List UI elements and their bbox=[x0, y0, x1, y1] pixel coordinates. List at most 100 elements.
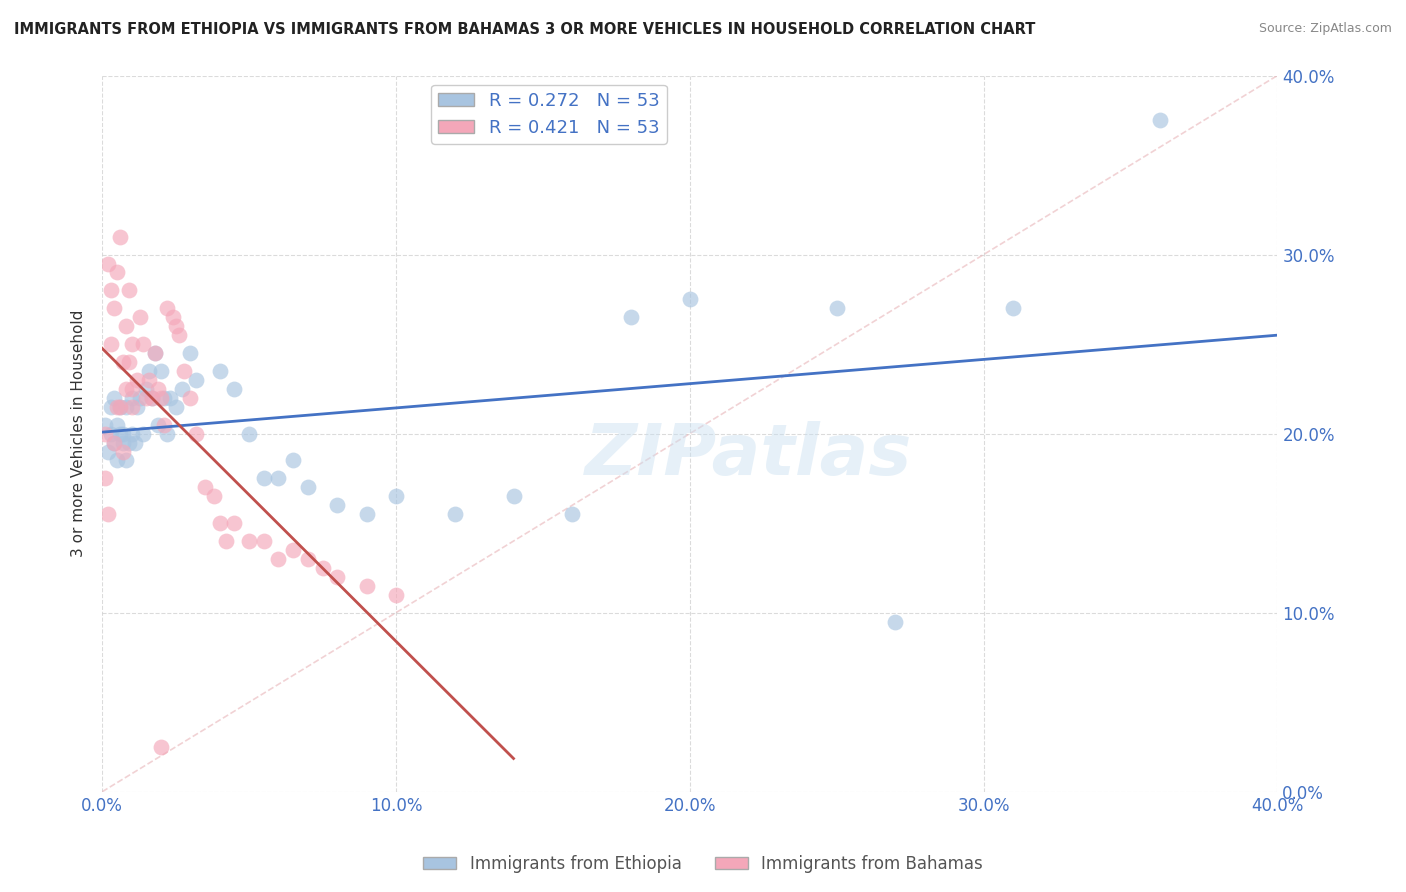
Point bbox=[135, 382, 157, 396]
Point bbox=[124, 435, 146, 450]
Point bbox=[114, 382, 136, 396]
Point bbox=[97, 507, 120, 521]
Point bbox=[127, 400, 149, 414]
Point bbox=[100, 426, 122, 441]
Point bbox=[100, 284, 122, 298]
Point bbox=[111, 426, 134, 441]
Legend: R = 0.272   N = 53, R = 0.421   N = 53: R = 0.272 N = 53, R = 0.421 N = 53 bbox=[430, 85, 666, 144]
Point bbox=[561, 507, 583, 521]
Point bbox=[129, 391, 152, 405]
Point bbox=[502, 489, 524, 503]
Text: IMMIGRANTS FROM ETHIOPIA VS IMMIGRANTS FROM BAHAMAS 3 OR MORE VEHICLES IN HOUSEH: IMMIGRANTS FROM ETHIOPIA VS IMMIGRANTS F… bbox=[14, 22, 1035, 37]
Point bbox=[105, 400, 128, 414]
Point bbox=[111, 444, 134, 458]
Point bbox=[214, 534, 236, 549]
Point bbox=[121, 337, 143, 351]
Y-axis label: 3 or more Vehicles in Household: 3 or more Vehicles in Household bbox=[72, 310, 86, 558]
Point bbox=[114, 453, 136, 467]
Point bbox=[114, 400, 136, 414]
Point bbox=[283, 453, 305, 467]
Point bbox=[94, 426, 117, 441]
Point bbox=[121, 382, 143, 396]
Point bbox=[385, 489, 408, 503]
Point bbox=[111, 435, 134, 450]
Point bbox=[94, 417, 117, 432]
Point bbox=[1001, 301, 1024, 316]
Point bbox=[165, 400, 187, 414]
Point bbox=[385, 588, 408, 602]
Point bbox=[679, 293, 702, 307]
Point bbox=[132, 426, 155, 441]
Point bbox=[297, 480, 319, 494]
Point bbox=[297, 552, 319, 566]
Point bbox=[194, 480, 217, 494]
Text: Source: ZipAtlas.com: Source: ZipAtlas.com bbox=[1258, 22, 1392, 36]
Point bbox=[162, 310, 184, 325]
Point bbox=[108, 229, 131, 244]
Point bbox=[179, 391, 201, 405]
Point bbox=[153, 391, 176, 405]
Point bbox=[167, 328, 190, 343]
Point bbox=[141, 391, 163, 405]
Point bbox=[141, 391, 163, 405]
Point bbox=[224, 516, 246, 530]
Point bbox=[825, 301, 848, 316]
Point bbox=[253, 534, 276, 549]
Point bbox=[173, 364, 195, 378]
Point bbox=[356, 507, 378, 521]
Point bbox=[143, 346, 166, 360]
Point bbox=[132, 337, 155, 351]
Point bbox=[143, 346, 166, 360]
Point bbox=[103, 435, 125, 450]
Text: ZIPatlas: ZIPatlas bbox=[585, 421, 912, 490]
Point bbox=[208, 364, 231, 378]
Point bbox=[238, 426, 260, 441]
Point bbox=[443, 507, 465, 521]
Point bbox=[138, 373, 160, 387]
Point bbox=[121, 426, 143, 441]
Point bbox=[103, 435, 125, 450]
Point bbox=[103, 391, 125, 405]
Point bbox=[224, 382, 246, 396]
Point bbox=[100, 337, 122, 351]
Point bbox=[97, 444, 120, 458]
Point bbox=[267, 552, 290, 566]
Point bbox=[135, 391, 157, 405]
Point bbox=[208, 516, 231, 530]
Point bbox=[165, 319, 187, 334]
Point bbox=[202, 489, 225, 503]
Point bbox=[1149, 113, 1171, 128]
Point bbox=[253, 471, 276, 485]
Point bbox=[129, 310, 152, 325]
Point bbox=[146, 417, 169, 432]
Point bbox=[159, 391, 181, 405]
Point bbox=[111, 355, 134, 369]
Point bbox=[186, 373, 208, 387]
Point bbox=[326, 570, 349, 584]
Point bbox=[179, 346, 201, 360]
Point bbox=[146, 382, 169, 396]
Point bbox=[149, 739, 172, 754]
Point bbox=[149, 391, 172, 405]
Legend: Immigrants from Ethiopia, Immigrants from Bahamas: Immigrants from Ethiopia, Immigrants fro… bbox=[416, 848, 990, 880]
Point bbox=[156, 301, 179, 316]
Point bbox=[97, 256, 120, 270]
Point bbox=[118, 435, 141, 450]
Point bbox=[311, 561, 333, 575]
Point bbox=[94, 471, 117, 485]
Point bbox=[121, 391, 143, 405]
Point bbox=[118, 284, 141, 298]
Point bbox=[108, 400, 131, 414]
Point bbox=[108, 400, 131, 414]
Point bbox=[884, 615, 907, 629]
Point bbox=[238, 534, 260, 549]
Point bbox=[105, 417, 128, 432]
Point bbox=[103, 301, 125, 316]
Point bbox=[127, 373, 149, 387]
Point bbox=[138, 364, 160, 378]
Point bbox=[620, 310, 643, 325]
Point bbox=[283, 543, 305, 558]
Point bbox=[118, 355, 141, 369]
Point bbox=[156, 426, 179, 441]
Point bbox=[326, 498, 349, 512]
